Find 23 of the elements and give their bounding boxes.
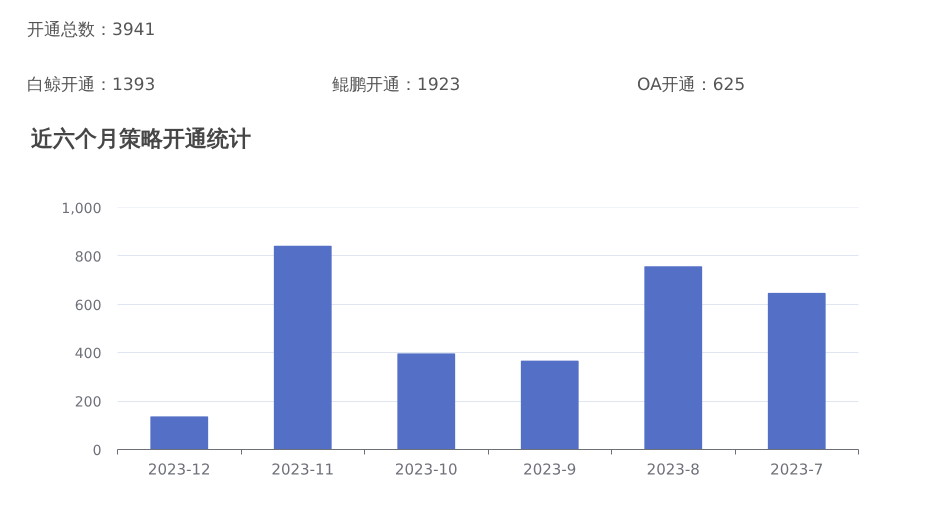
x-tick-label: 2023-11	[271, 460, 334, 478]
x-tick-label: 2023-12	[148, 460, 211, 478]
text: 白鲸开通：1393	[27, 74, 156, 97]
y-tick-label: 200	[74, 394, 102, 411]
y-tick-label: 600	[74, 298, 102, 314]
text: 鲲鹏开通：1923	[332, 74, 460, 97]
bar	[520, 360, 579, 450]
text: OA开通：625	[637, 74, 746, 97]
bar	[397, 353, 456, 450]
x-tick-label: 2023-10	[394, 460, 458, 478]
x-tick-label: 2023-8	[646, 460, 700, 478]
y-tick-label: 1,000	[61, 201, 102, 217]
chart-title: 近六个月策略开通统计	[31, 126, 251, 154]
bar	[768, 292, 826, 450]
x-tick-label: 2023-7	[770, 460, 824, 478]
y-tick-label: 0	[92, 443, 102, 459]
chart-subtitle: 开通总数：3941	[27, 19, 156, 42]
bar	[644, 266, 702, 450]
bar	[150, 416, 208, 450]
y-tick-label: 800	[74, 249, 102, 266]
x-tick-label: 2023-9	[523, 460, 576, 478]
bar	[274, 246, 332, 450]
y-tick-label: 400	[74, 346, 102, 362]
